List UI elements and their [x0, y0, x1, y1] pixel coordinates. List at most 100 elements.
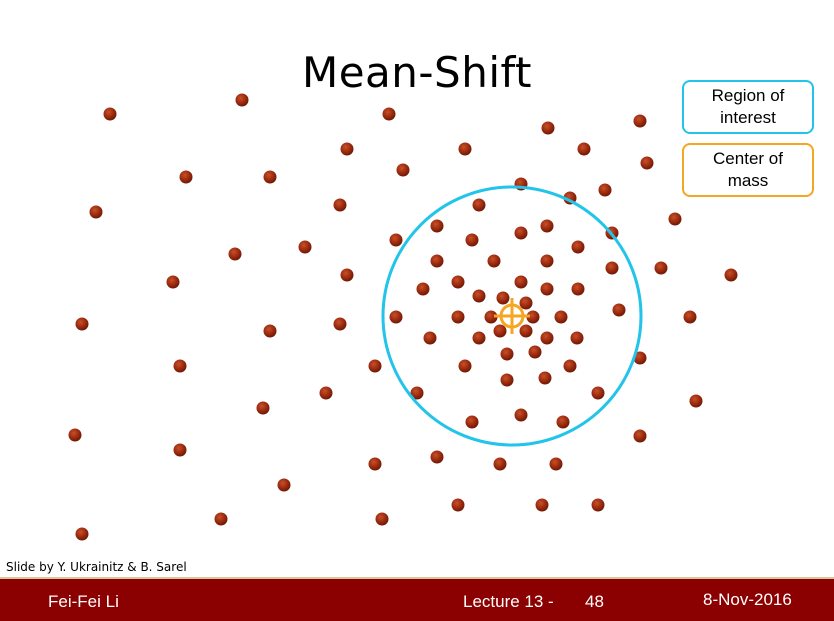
data-point: [493, 457, 507, 471]
data-point: [654, 261, 668, 275]
data-point: [75, 527, 89, 541]
data-point: [396, 163, 410, 177]
slide-title: Mean-Shift: [301, 48, 533, 97]
data-point: [724, 268, 738, 282]
data-point: [256, 401, 270, 415]
data-point: [173, 443, 187, 457]
data-point: [571, 240, 585, 254]
footer-page-number: 48: [585, 592, 604, 611]
data-point: [528, 345, 542, 359]
data-point: [368, 457, 382, 471]
data-point: [514, 226, 528, 240]
data-point: [451, 498, 465, 512]
data-point: [535, 498, 549, 512]
data-point: [298, 240, 312, 254]
data-point: [540, 331, 554, 345]
data-point: [263, 170, 277, 184]
data-point: [668, 212, 682, 226]
data-point: [540, 282, 554, 296]
data-point: [465, 415, 479, 429]
data-point: [633, 114, 647, 128]
data-point: [416, 282, 430, 296]
data-point: [633, 429, 647, 443]
data-point: [75, 317, 89, 331]
region-of-interest-circle: [381, 185, 643, 447]
data-point: [458, 359, 472, 373]
data-point: [514, 408, 528, 422]
data-point: [591, 498, 605, 512]
legend-center-of-mass: Center of mass: [682, 143, 814, 197]
data-point: [541, 121, 555, 135]
data-point: [277, 478, 291, 492]
data-point: [605, 261, 619, 275]
footer-bar: Fei-Fei Li Lecture 13 - 48 8-Nov-2016: [0, 577, 834, 621]
data-point: [410, 386, 424, 400]
data-point: [496, 291, 510, 305]
data-point: [540, 254, 554, 268]
data-point: [319, 386, 333, 400]
data-point: [526, 310, 540, 324]
footer-date: 8-Nov-2016: [703, 590, 792, 609]
data-point: [514, 275, 528, 289]
data-point: [375, 512, 389, 526]
slide-credit: Slide by Y. Ukrainitz & B. Sarel: [6, 560, 187, 574]
data-point: [263, 324, 277, 338]
data-point: [633, 351, 647, 365]
data-point: [423, 331, 437, 345]
data-point: [591, 386, 605, 400]
data-point: [571, 282, 585, 296]
data-point: [458, 142, 472, 156]
data-point: [549, 457, 563, 471]
data-point: [577, 142, 591, 156]
data-point: [451, 275, 465, 289]
data-point: [368, 359, 382, 373]
data-point: [540, 219, 554, 233]
data-point: [166, 275, 180, 289]
data-point: [689, 394, 703, 408]
data-point: [683, 310, 697, 324]
footer-author: Fei-Fei Li: [48, 592, 119, 611]
data-point: [500, 347, 514, 361]
data-point: [333, 317, 347, 331]
data-point: [179, 170, 193, 184]
data-point: [451, 310, 465, 324]
data-point: [340, 142, 354, 156]
data-point: [333, 198, 347, 212]
data-point: [500, 373, 514, 387]
center-of-mass-marker: [494, 298, 530, 334]
data-point: [389, 310, 403, 324]
legend-center-label: Center of mass: [713, 149, 783, 190]
data-point: [570, 331, 584, 345]
legend-region-of-interest: Region of interest: [682, 80, 814, 134]
data-point: [563, 359, 577, 373]
data-point: [472, 289, 486, 303]
data-point: [89, 205, 103, 219]
data-point: [68, 428, 82, 442]
data-point: [382, 107, 396, 121]
data-point: [228, 247, 242, 261]
data-point: [214, 512, 228, 526]
legend-region-label: Region of interest: [711, 86, 785, 127]
data-point: [556, 415, 570, 429]
data-point: [472, 331, 486, 345]
data-point: [519, 324, 533, 338]
data-point: [554, 310, 568, 324]
data-points: [68, 93, 738, 541]
data-point: [430, 219, 444, 233]
data-point: [484, 310, 498, 324]
data-point: [538, 371, 552, 385]
data-point: [598, 183, 612, 197]
data-point: [235, 93, 249, 107]
data-point: [472, 198, 486, 212]
footer-lecture: Lecture 13 -: [463, 592, 554, 611]
data-point: [430, 450, 444, 464]
data-point: [103, 107, 117, 121]
data-point: [640, 156, 654, 170]
data-point: [465, 233, 479, 247]
data-point: [487, 254, 501, 268]
data-point: [493, 324, 507, 338]
data-point: [430, 254, 444, 268]
data-point: [612, 303, 626, 317]
data-point: [340, 268, 354, 282]
